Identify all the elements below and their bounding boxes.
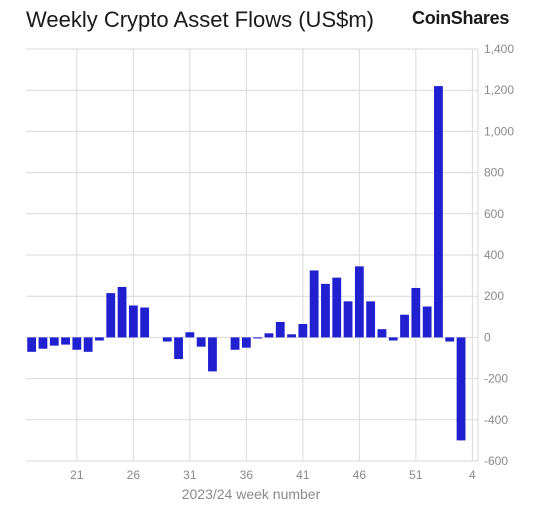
x-tick-label: 21 — [70, 468, 84, 482]
x-axis-label: 2023/24 week number — [182, 486, 321, 502]
bar-week-48 — [377, 329, 387, 338]
bar-week-32 — [196, 337, 206, 347]
y-tick-label: 1,000 — [484, 124, 514, 138]
y-tick-label: 200 — [484, 289, 504, 303]
bar-week-45 — [343, 301, 353, 338]
bar-week-30 — [174, 337, 183, 360]
y-tick-label: -200 — [484, 372, 508, 386]
y-tick-label: 400 — [484, 248, 504, 262]
y-tick-label: 0 — [484, 330, 491, 344]
bar-week-35 — [230, 337, 240, 350]
bar-week-21 — [72, 337, 82, 350]
bar-week-2 — [445, 337, 455, 342]
bar-week-19 — [49, 337, 59, 346]
bar-week-39 — [275, 321, 285, 338]
bar-week-24 — [106, 293, 116, 338]
bar-week-17 — [27, 337, 37, 352]
bar-week-22 — [83, 337, 93, 352]
bars — [27, 86, 466, 441]
bar-week-1 — [434, 86, 443, 338]
bar-week-31 — [185, 332, 195, 338]
bar-week-3 — [456, 337, 466, 441]
x-tick-label: 36 — [240, 468, 254, 482]
y-tick-label: 1,200 — [484, 83, 514, 97]
bar-week-37 — [253, 337, 263, 339]
bar-week-38 — [264, 333, 274, 338]
bar-week-40 — [287, 334, 296, 338]
x-tick-label: 41 — [296, 468, 310, 482]
bar-week-23 — [95, 337, 104, 341]
bar-week-50 — [400, 314, 409, 338]
bar-week-33 — [208, 337, 217, 372]
bar-week-44 — [332, 277, 342, 338]
x-tick-label: 4 — [469, 468, 476, 482]
bar-week-27 — [140, 307, 150, 338]
bar-week-26 — [128, 305, 138, 338]
bar-week-41 — [298, 324, 308, 338]
bar-week-49 — [388, 337, 398, 341]
bar-week-25 — [117, 286, 127, 338]
bar-week-20 — [61, 337, 70, 345]
y-axis-ticks: 1,400 1,200 1,000 800 600 400 200 0 -200 -400 -600 — [484, 42, 514, 468]
x-tick-label: 46 — [353, 468, 367, 482]
y-tick-label: 1,400 — [484, 42, 514, 56]
x-tick-label: 51 — [409, 468, 423, 482]
y-tick-label: 800 — [484, 166, 504, 180]
bar-week-52 — [422, 306, 432, 338]
y-tick-label: -600 — [484, 454, 508, 468]
bar-week-29 — [162, 337, 172, 342]
bar-week-18 — [38, 337, 48, 349]
x-tick-label: 31 — [183, 468, 197, 482]
coinshares-logo: CoinShares — [412, 8, 510, 28]
bar-week-47 — [366, 301, 376, 338]
x-axis-ticks: 21 26 31 36 41 46 51 4 — [70, 468, 476, 482]
bar-week-42 — [309, 270, 319, 338]
y-tick-label: -400 — [484, 413, 508, 427]
chart-title: Weekly Crypto Asset Flows (US$m) — [26, 7, 375, 32]
grid-lines — [26, 48, 479, 462]
bar-week-46 — [354, 266, 364, 338]
y-tick-label: 600 — [484, 207, 504, 221]
bar-week-43 — [321, 283, 330, 338]
bar-week-36 — [241, 337, 251, 348]
bar-week-51 — [411, 287, 421, 338]
x-tick-label: 26 — [127, 468, 141, 482]
